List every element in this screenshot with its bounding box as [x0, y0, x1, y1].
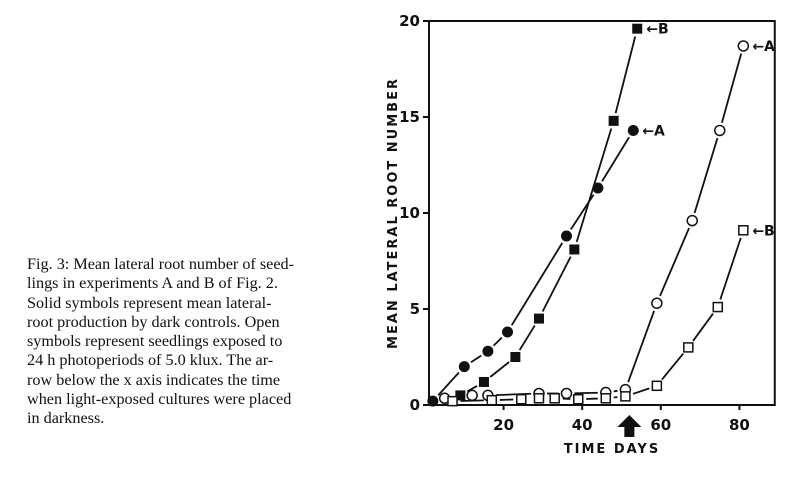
- data-point: [478, 376, 489, 387]
- series-filled-circle: ←A: [427, 123, 665, 407]
- data-point: [651, 380, 663, 392]
- data-point: [683, 342, 694, 353]
- series-line-segment: [632, 387, 650, 395]
- data-point: [427, 395, 439, 407]
- series-line-segment: [601, 136, 630, 182]
- caption-line: when light-exposed cultures were placed: [27, 390, 292, 409]
- series-line-segment: [541, 256, 572, 312]
- data-point: [533, 313, 544, 324]
- data-point: [560, 230, 572, 242]
- data-point: [482, 345, 494, 357]
- x-tick-label: 60: [650, 416, 671, 434]
- series-line-segment: [470, 354, 482, 363]
- x-axis-label: TIME DAYS: [564, 442, 660, 457]
- data-point: [549, 393, 560, 404]
- data-point: [458, 361, 470, 373]
- series-line-segment: [510, 242, 564, 326]
- caption-line: 24 h photoperiods of 5.0 klux. The ar-: [27, 351, 274, 370]
- data-point: [651, 297, 663, 309]
- caption-line: lings in experiments A and B of Fig. 2.: [27, 274, 278, 293]
- caption-line: in darkness.: [27, 409, 105, 428]
- series-line-segment: [721, 53, 743, 123]
- data-point: [510, 352, 521, 362]
- data-point: [627, 124, 639, 136]
- series-line-segment: [575, 128, 613, 243]
- series-line-segment: [437, 371, 460, 396]
- series-open-square: ←B: [447, 223, 775, 407]
- data-point: [502, 326, 514, 338]
- data-point: [608, 115, 619, 126]
- y-tick-label: 0: [410, 396, 420, 414]
- data-point: [486, 394, 498, 406]
- series-line-segment: [719, 237, 742, 300]
- caption-line: row below the x axis indicates the time: [27, 370, 281, 389]
- y-tick-label: 10: [399, 204, 420, 222]
- series-line-segment: [460, 399, 484, 402]
- series-end-label: ←B: [752, 223, 774, 239]
- series-end-label: ←A: [642, 123, 665, 139]
- series-line-segment: [692, 313, 714, 342]
- figure-caption: Fig. 3: Mean lateral root number of seed…: [27, 255, 362, 429]
- data-point: [573, 393, 584, 405]
- data-point: [592, 182, 604, 194]
- y-tick-label: 5: [410, 300, 420, 318]
- axes: 0 5 10 15 20 20 40 60 80: [399, 12, 776, 437]
- x-tick-label: 20: [493, 416, 514, 434]
- data-point: [447, 395, 458, 407]
- data-point: [632, 23, 643, 34]
- plot-frame: [428, 20, 776, 406]
- series-line-segment: [627, 310, 655, 383]
- data-point: [620, 391, 631, 402]
- data-point: [560, 387, 573, 400]
- y-tick-label: 20: [399, 12, 420, 30]
- caption-line: Solid symbols represent mean lateral-: [27, 293, 272, 312]
- series-line-segment: [489, 361, 510, 378]
- data-point: [737, 40, 750, 52]
- data-point: [516, 393, 527, 405]
- data-point: [533, 393, 545, 404]
- data-point: [455, 390, 466, 401]
- caption-line: symbols represent seedlings exposed to: [27, 332, 283, 351]
- data-point: [466, 389, 478, 402]
- series-line-segment: [518, 324, 536, 351]
- series-line-segment: [466, 385, 478, 393]
- data-point: [600, 393, 612, 404]
- x-tick-label: 80: [729, 416, 750, 434]
- y-tick-label: 15: [399, 108, 420, 126]
- data-point: [686, 214, 698, 227]
- y-axis-label: MEAN LATERAL ROOT NUMBER: [386, 77, 401, 349]
- series-end-label: ←A: [752, 39, 775, 55]
- series-line-segment: [574, 391, 598, 395]
- data-point: [569, 244, 580, 255]
- series-group: ←A ←B ←A ←B: [427, 22, 775, 407]
- series-line-segment: [661, 353, 684, 381]
- caption-line: root production by dark controls. Open: [27, 312, 280, 331]
- data-point: [738, 225, 749, 236]
- series-line-segment: [613, 389, 618, 393]
- caption-line: Fig. 3: Mean lateral root number of seed…: [27, 255, 295, 273]
- series-end-label: ←B: [646, 22, 668, 38]
- data-point: [712, 301, 724, 313]
- series-open-circle: ←A: [438, 39, 775, 405]
- series-line-segment: [659, 227, 690, 297]
- series-line-segment: [614, 36, 637, 114]
- series-line-segment: [693, 137, 719, 214]
- series-line-segment: [492, 336, 503, 347]
- x-tick-label: 40: [572, 416, 593, 434]
- darkness-arrow-icon: [617, 415, 642, 437]
- series-filled-square: ←B: [455, 22, 669, 401]
- data-point: [714, 124, 726, 137]
